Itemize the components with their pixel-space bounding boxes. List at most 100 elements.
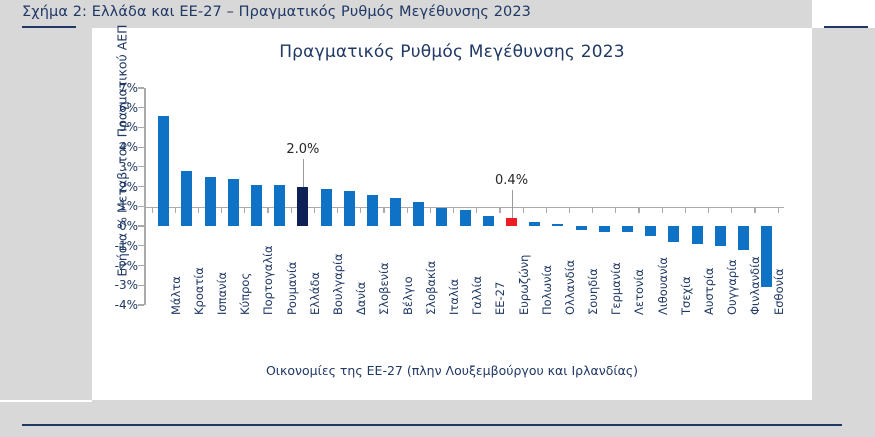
y-axis-tick-label: -1% xyxy=(114,238,138,253)
bar[interactable] xyxy=(158,115,170,227)
bar[interactable] xyxy=(274,184,286,227)
x-axis-tick xyxy=(267,207,269,213)
x-axis-tick-label: Πολωνία xyxy=(539,264,554,315)
plot-area: 7% 6% 5% 4% 3% 2% 1% 0% -1% -2% -3% -4% Μάλτα Κροατία… xyxy=(115,81,786,315)
bar[interactable] xyxy=(575,226,587,231)
bar[interactable] xyxy=(390,198,402,227)
x-axis-tick xyxy=(777,207,779,213)
x-axis-tick xyxy=(429,207,431,213)
x-axis-tick xyxy=(337,207,339,213)
y-axis-tick xyxy=(138,245,144,247)
y-axis-tick-label: 1% xyxy=(118,199,138,214)
x-axis-tick xyxy=(661,207,663,213)
bar[interactable] xyxy=(320,188,332,227)
bar[interactable] xyxy=(552,224,564,227)
y-axis-tick xyxy=(138,166,144,168)
x-axis-tick-label: Κροατία xyxy=(191,267,206,315)
footer-margin-left xyxy=(0,400,92,402)
x-axis-tick-label: Σλοβενία xyxy=(377,262,392,315)
x-axis-tick-label: Ελλάδα xyxy=(307,271,322,315)
caption-underline-left xyxy=(22,26,76,28)
chart-title: Πραγματικός Ρυθμός Μεγέθυνσης 2023 xyxy=(279,42,625,62)
x-axis-tick-label: Μάλτα xyxy=(168,276,183,315)
x-axis-tick xyxy=(244,207,246,213)
x-axis-tick xyxy=(522,207,524,213)
y-axis-tick-label: 2% xyxy=(118,179,138,194)
y-axis-tick-label: -4% xyxy=(114,298,138,312)
bar[interactable] xyxy=(691,226,703,244)
x-axis-tick xyxy=(151,207,153,213)
x-axis-tick-label: Βουλγαρία xyxy=(331,253,346,315)
bar[interactable] xyxy=(714,226,726,246)
y-axis-tick xyxy=(138,225,144,227)
x-axis-tick-label: Ιταλία xyxy=(446,278,461,315)
x-axis-tick-label: Γερμανία xyxy=(609,262,624,315)
annotation-leader-line xyxy=(302,158,304,187)
x-axis-tick xyxy=(313,207,316,213)
bar[interactable] xyxy=(621,226,633,232)
bar[interactable] xyxy=(529,222,541,227)
x-axis-tick-label: Εσθονία xyxy=(771,268,786,315)
y-axis-line xyxy=(144,88,146,305)
x-axis-tick xyxy=(360,207,362,213)
bar[interactable] xyxy=(598,226,610,232)
y-axis-tick xyxy=(138,284,144,286)
y-axis-tick xyxy=(138,205,144,207)
bar[interactable] xyxy=(668,226,680,242)
annotation-leader-line xyxy=(511,190,513,219)
bar[interactable] xyxy=(482,216,494,227)
bar[interactable] xyxy=(413,202,425,227)
bar[interactable] xyxy=(761,226,773,288)
bar[interactable] xyxy=(297,186,309,227)
figure-caption-bar: Σχήμα 2: Ελλάδα και ΕΕ-27 – Πραγματικός … xyxy=(0,0,812,28)
x-axis-tick-label: ΕΕ-27 xyxy=(493,281,508,315)
y-axis-tick-label: 7% xyxy=(118,81,138,95)
x-axis-tick xyxy=(174,207,176,213)
bar[interactable] xyxy=(181,170,193,227)
y-axis-tick-label: 0% xyxy=(118,219,138,234)
bar[interactable] xyxy=(343,190,355,227)
x-axis-tick xyxy=(731,207,733,213)
bar[interactable] xyxy=(366,194,378,227)
bar[interactable] xyxy=(436,208,448,227)
y-axis-tick-label: 5% xyxy=(118,120,138,135)
x-axis-title: Οικονομίες της ΕΕ-27 (πλην Λουξεμβούργου… xyxy=(265,363,639,378)
y-axis-tick-label: -3% xyxy=(114,278,138,293)
y-axis-tick xyxy=(138,146,144,148)
x-axis-tick-label: Βέλγιο xyxy=(400,276,415,315)
bar[interactable] xyxy=(204,176,216,227)
x-axis-tick-label: Ολλανδία xyxy=(562,259,577,315)
bar[interactable] xyxy=(227,178,239,227)
y-axis-tick-label: -2% xyxy=(114,258,138,273)
x-axis-tick xyxy=(754,207,756,213)
x-axis-tick-label: Σλοβακία xyxy=(423,260,438,315)
y-axis-tick xyxy=(138,107,144,109)
x-axis-tick xyxy=(708,207,710,213)
bar[interactable] xyxy=(737,226,749,250)
y-axis-tick-label: 4% xyxy=(118,140,138,155)
x-axis-tick-label: Ουγγαρία xyxy=(725,259,740,315)
x-axis-tick-label: Ισπανία xyxy=(215,271,230,315)
figure-caption: Σχήμα 2: Ελλάδα και ΕΕ-27 – Πραγματικός … xyxy=(22,4,532,20)
x-axis-tick xyxy=(383,207,385,213)
y-axis-tick xyxy=(138,87,144,89)
y-axis-tick xyxy=(138,264,144,267)
x-axis-tick xyxy=(638,207,640,213)
x-axis-tick-label: Γαλλία xyxy=(470,275,485,315)
zero-baseline xyxy=(144,207,784,209)
bar[interactable] xyxy=(459,210,471,227)
chart-panel: Πραγματικός Ρυθμός Μεγέθυνσης 2023 Ετήσι… xyxy=(92,24,812,400)
x-axis-tick-label: Τσεχία xyxy=(678,276,693,315)
bar[interactable] xyxy=(506,218,518,227)
footer-underline xyxy=(22,424,842,426)
x-axis-tick-label: Δανία xyxy=(354,281,369,315)
x-axis-tick xyxy=(684,207,687,213)
x-axis-tick xyxy=(290,207,292,213)
page-margin-right xyxy=(812,0,875,28)
bar[interactable] xyxy=(645,226,657,236)
bar[interactable] xyxy=(250,184,262,227)
x-axis-tick-label: Πορτογαλία xyxy=(261,245,276,315)
caption-underline-right xyxy=(824,26,868,28)
y-axis-tick xyxy=(138,304,144,306)
